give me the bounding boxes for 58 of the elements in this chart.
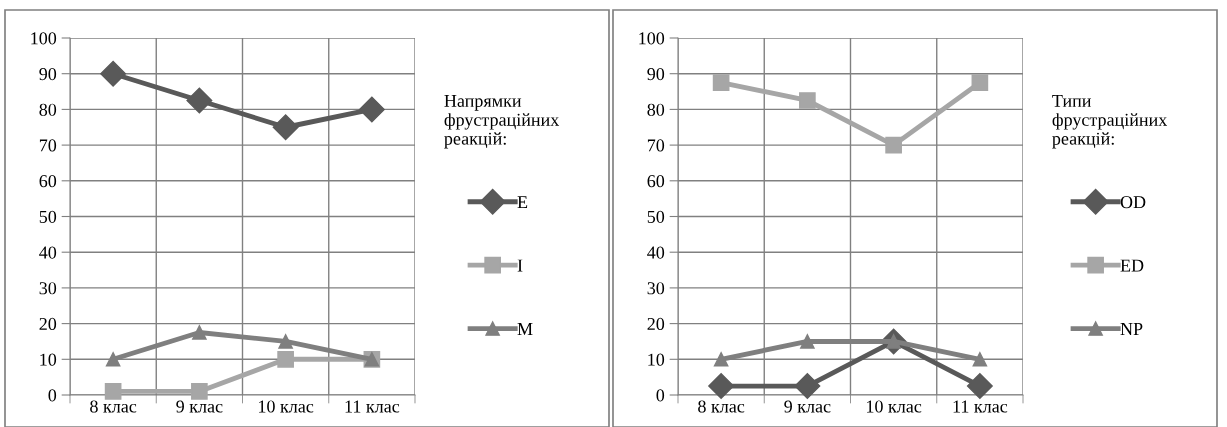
point (708, 373, 735, 400)
legend-title: Типи фрустраційних реакцій: (1052, 94, 1168, 149)
y-tick-label: 100 (31, 32, 57, 45)
point (100, 60, 127, 87)
legend-title: Напрямки фрустраційних реакцій: (444, 94, 560, 149)
point (794, 373, 821, 400)
point (800, 334, 815, 349)
x-tick-label: 8 клас (698, 400, 745, 413)
y-tick-label: 90 (39, 67, 57, 81)
y-tick-label: 90 (647, 67, 665, 81)
y-tick-label: 30 (39, 282, 57, 295)
y-tick-label: 10 (648, 353, 665, 366)
point (358, 96, 385, 123)
x-tick-label: 9 клас (176, 400, 223, 413)
x-tick-label: 11 клас (345, 400, 400, 413)
point (713, 352, 729, 367)
y-tick-label: 80 (647, 103, 665, 116)
y-tick-label: 100 (639, 32, 665, 45)
point (972, 352, 988, 367)
point (712, 74, 730, 91)
legend-label: OD (1120, 196, 1146, 209)
legend-label: E (517, 196, 528, 209)
y-tick-label: 0 (48, 389, 57, 402)
legend-label: I (517, 259, 523, 272)
y-tick-label: 20 (647, 317, 665, 331)
x-tick-label: 11 клас (953, 400, 1008, 413)
point (105, 352, 121, 367)
y-tick-label: 60 (39, 175, 57, 188)
x-tick-label: 9 клас (784, 400, 831, 413)
point (278, 334, 293, 349)
y-tick-label: 70 (647, 139, 665, 152)
y-tick-label: 10 (40, 353, 57, 366)
x-tick-label: 8 клас (90, 400, 137, 413)
y-tick-label: 40 (647, 246, 665, 259)
y-tick-label: 80 (39, 103, 57, 116)
legend-label: M (517, 323, 533, 335)
point (971, 74, 989, 91)
point (191, 383, 208, 400)
legend-label: NP (1120, 323, 1143, 335)
point (799, 92, 816, 109)
y-tick-label: 60 (647, 175, 665, 188)
y-tick-label: 20 (39, 317, 57, 331)
point (186, 87, 213, 114)
x-tick-label: 10 клас (867, 400, 922, 413)
point (885, 136, 902, 154)
y-tick-label: 70 (39, 139, 57, 152)
y-tick-label: 40 (39, 246, 57, 259)
point (192, 325, 207, 340)
point (966, 373, 993, 400)
y-tick-label: 30 (647, 282, 665, 295)
x-tick-label: 10 клас (259, 400, 314, 413)
point (277, 350, 294, 368)
y-tick-label: 50 (647, 210, 665, 223)
point (272, 114, 299, 141)
legend-label: ED (1120, 259, 1144, 272)
point (104, 383, 122, 400)
y-tick-label: 0 (656, 389, 665, 402)
y-tick-label: 50 (39, 210, 57, 223)
